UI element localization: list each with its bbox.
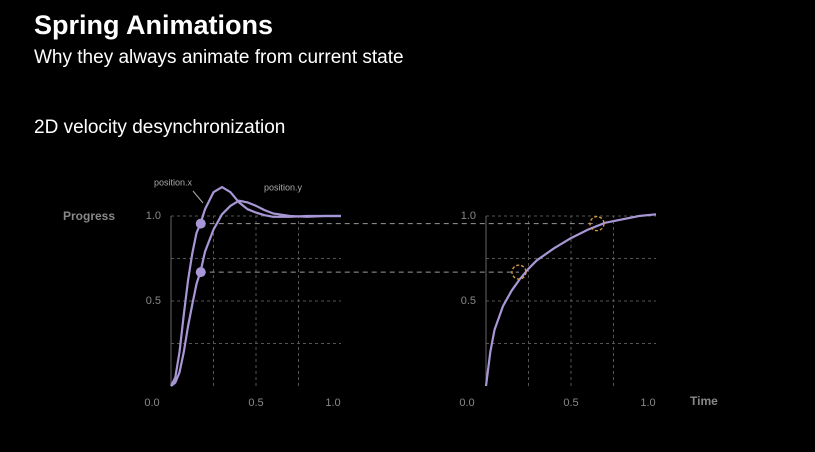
y-tick-label: 0.5 <box>461 295 476 307</box>
y-tick-label: 1.0 <box>146 210 161 222</box>
x-tick-label: 1.0 <box>640 397 655 409</box>
y-tick-label: 0.5 <box>146 295 161 307</box>
annotation: position.x <box>154 177 193 187</box>
y-axis-label: Progress <box>63 209 115 223</box>
leader <box>192 190 204 204</box>
highlight <box>589 215 605 232</box>
annotation: position.y <box>264 182 303 192</box>
marker <box>195 218 206 229</box>
x-tick-label: 0.5 <box>563 397 578 409</box>
series-line <box>170 186 341 387</box>
slide-title: Spring Animations <box>34 10 273 40</box>
x-tick-label: 0.0 <box>144 397 159 409</box>
marker <box>195 267 206 278</box>
series-line <box>484 213 657 387</box>
highlight <box>511 264 527 280</box>
series-line <box>170 199 341 387</box>
x-tick-label: 0.5 <box>248 397 263 409</box>
x-axis-label: Time <box>690 394 718 408</box>
x-tick-label: 1.0 <box>325 397 340 409</box>
section-title: 2D velocity desynchronization <box>34 117 285 138</box>
y-tick-label: 1.0 <box>461 210 476 222</box>
slide-subtitle: Why they always animate from current sta… <box>34 47 404 68</box>
x-tick-label: 0.0 <box>459 397 474 409</box>
